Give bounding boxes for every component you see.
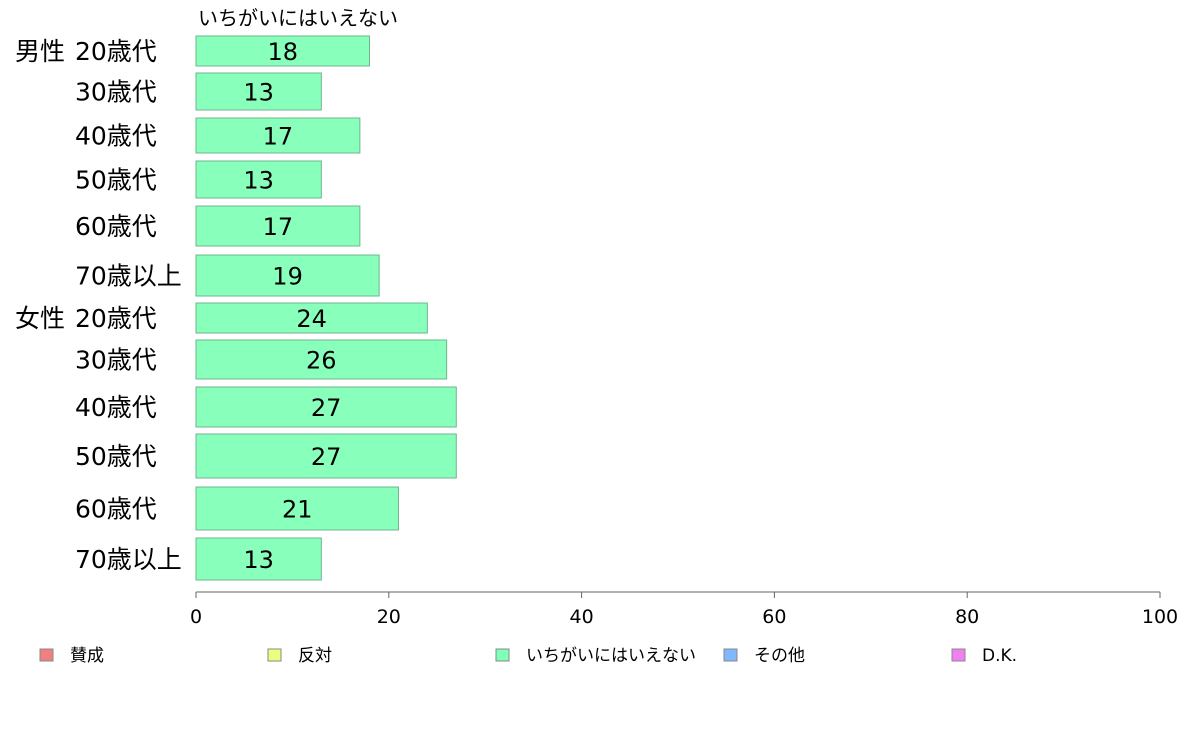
- bar: [195, 72, 322, 111]
- x-tick-label: 60: [762, 606, 786, 628]
- x-tick-label: 100: [1142, 606, 1178, 628]
- x-tick-label: 80: [955, 606, 979, 628]
- category-label: 40歳代: [75, 122, 157, 151]
- category-label: 20歳代: [75, 37, 157, 66]
- category-labels: 20歳代 30歳代 40歳代 50歳代 60歳代 70歳以上 20歳代 30歳代 40歳代 50歳…: [75, 37, 182, 574]
- legend-swatch: [39, 648, 54, 662]
- bar-value-label: 13: [243, 79, 274, 107]
- bar: [195, 205, 361, 247]
- legend-swatch: [951, 648, 966, 662]
- bar: [195, 386, 457, 428]
- bar: [195, 537, 322, 581]
- legend: 賛成 反対 いちがいにはいえない その他 D.K.: [39, 646, 1017, 666]
- legend-label: その他: [754, 646, 805, 666]
- bar: [195, 160, 322, 199]
- bar-value-label: 24: [296, 305, 327, 333]
- category-label: 30歳代: [75, 78, 157, 107]
- bar-value-label: 27: [311, 394, 342, 422]
- category-label: 20歳代: [75, 304, 157, 333]
- legend-swatch: [495, 648, 510, 662]
- category-label: 70歳以上: [75, 545, 182, 574]
- bar: [195, 433, 457, 479]
- bar: [195, 254, 380, 297]
- bar: [195, 35, 371, 67]
- x-tick-label: 40: [570, 606, 594, 628]
- bar: [195, 486, 399, 531]
- legend-label: 反対: [298, 646, 332, 666]
- category-label: 70歳以上: [75, 262, 182, 291]
- bar: [195, 117, 361, 154]
- series-header: いちがいにはいえない: [198, 6, 398, 30]
- value-labels: 18 13 17 13 17 19 24 26 27 27 21 13: [243, 38, 341, 574]
- legend-label: 賛成: [70, 646, 104, 666]
- bar: [195, 302, 428, 334]
- legend-label: D.K.: [982, 646, 1017, 666]
- category-label: 60歳代: [75, 212, 157, 241]
- category-label: 50歳代: [75, 442, 157, 471]
- bar-value-label: 26: [306, 347, 337, 375]
- category-label: 40歳代: [75, 393, 157, 422]
- bar-value-label: 21: [282, 496, 313, 524]
- bar-value-label: 18: [267, 38, 298, 66]
- bar-value-label: 13: [243, 546, 274, 574]
- category-label: 50歳代: [75, 166, 157, 195]
- bar: [195, 339, 448, 380]
- bar-value-label: 27: [311, 443, 342, 471]
- bar-value-label: 13: [243, 167, 274, 195]
- legend-swatch: [723, 648, 738, 662]
- bar-value-label: 17: [263, 213, 294, 241]
- category-label: 60歳代: [75, 495, 157, 524]
- bar-value-label: 17: [263, 123, 294, 151]
- x-axis: 0 20 40 60 80 100: [190, 591, 1178, 628]
- legend-label: いちがいにはいえない: [526, 646, 696, 666]
- x-tick-label: 0: [190, 606, 202, 628]
- bars: [195, 35, 457, 581]
- x-tick-label: 20: [377, 606, 401, 628]
- group-label: 男性: [15, 37, 65, 66]
- category-label: 30歳代: [75, 346, 157, 375]
- legend-swatch: [267, 648, 282, 662]
- bar-value-label: 19: [272, 263, 303, 291]
- group-label: 女性: [15, 304, 65, 333]
